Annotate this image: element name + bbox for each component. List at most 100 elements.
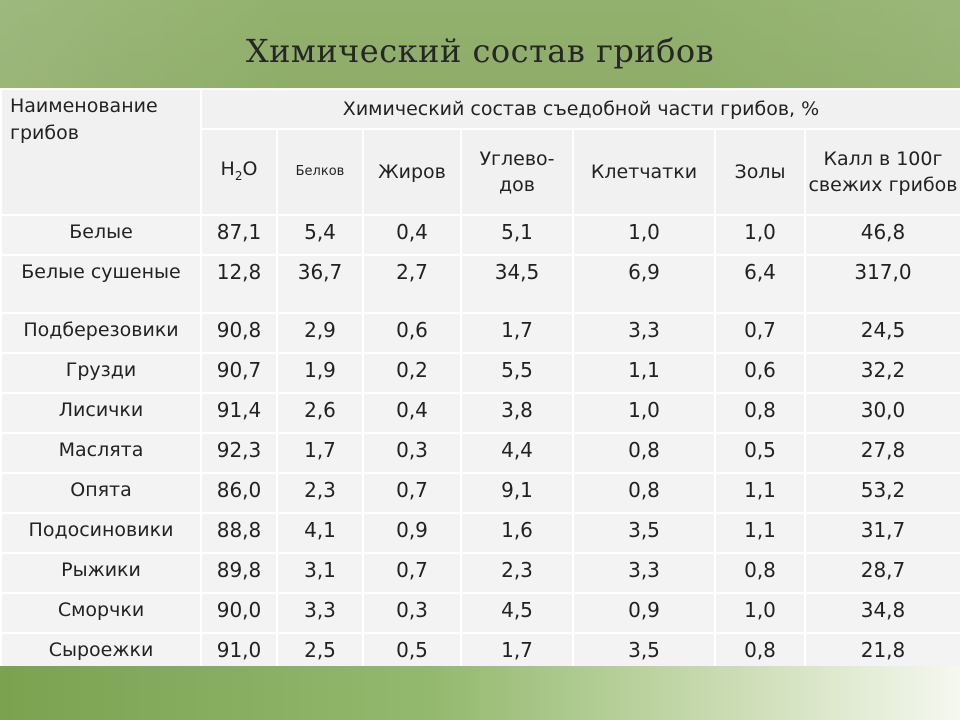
footer-bar [0,666,960,720]
row-name: Маслята [0,432,202,474]
composition-table-container: Наименование грибов Химический состав съ… [0,88,960,674]
row-name: Рыжики [0,552,202,594]
cell-ash: 0,5 [714,432,806,474]
cell-protein: 2,6 [276,392,364,434]
cell-protein: 1,7 [276,432,364,474]
header-protein: Белков [276,128,364,216]
cell-water: 90,0 [200,592,278,634]
table-row: Грузди 90,7 1,9 0,2 5,5 1,1 0,6 32,2 [0,352,960,394]
cell-water: 90,8 [200,312,278,354]
cell-fat: 0,7 [362,472,462,514]
cell-carbs: 5,5 [460,352,574,394]
cell-calories: 46,8 [804,214,960,256]
header-name: Наименование грибов [0,88,202,216]
header-water: H2O [200,128,278,216]
header-group: Химический состав съедобной части грибов… [200,88,960,130]
table-row: Белые сушеные 12,8 36,7 2,7 34,5 6,9 6,4… [0,254,960,314]
cell-fiber: 0,8 [572,472,716,514]
water-symbol-sub: 2 [234,168,243,183]
cell-calories: 317,0 [804,254,960,314]
cell-fat: 0,4 [362,392,462,434]
cell-carbs: 4,4 [460,432,574,474]
cell-fiber: 1,0 [572,392,716,434]
cell-fat: 0,2 [362,352,462,394]
table-row: Рыжики 89,8 3,1 0,7 2,3 3,3 0,8 28,7 [0,552,960,594]
cell-water: 12,8 [200,254,278,314]
table-row: Маслята 92,3 1,7 0,3 4,4 0,8 0,5 27,8 [0,432,960,474]
cell-fat: 0,7 [362,552,462,594]
cell-ash: 1,1 [714,472,806,514]
table-row: Сморчки 90,0 3,3 0,3 4,5 0,9 1,0 34,8 [0,592,960,634]
cell-carbs: 4,5 [460,592,574,634]
row-name: Грузди [0,352,202,394]
cell-protein: 2,9 [276,312,364,354]
cell-water: 89,8 [200,552,278,594]
cell-calories: 24,5 [804,312,960,354]
cell-calories: 32,2 [804,352,960,394]
cell-fat: 2,7 [362,254,462,314]
cell-ash: 1,0 [714,214,806,256]
cell-carbs: 5,1 [460,214,574,256]
water-symbol-o: O [242,157,258,180]
cell-protein: 36,7 [276,254,364,314]
cell-ash: 0,6 [714,352,806,394]
cell-fiber: 1,1 [572,352,716,394]
title-bar [0,0,960,88]
cell-fiber: 0,8 [572,432,716,474]
cell-fat: 0,3 [362,432,462,474]
cell-carbs: 1,6 [460,512,574,554]
water-symbol-h: H [220,157,235,180]
table-row: Опята 86,0 2,3 0,7 9,1 0,8 1,1 53,2 [0,472,960,514]
header-fiber: Клетчатки [572,128,716,216]
header-row-columns: H2O Белков Жиров Углево-дов Клетчатки Зо… [1,128,960,216]
cell-fiber: 6,9 [572,254,716,314]
row-name: Белые сушеные [0,254,202,314]
cell-ash: 0,8 [714,392,806,434]
cell-calories: 53,2 [804,472,960,514]
cell-carbs: 3,8 [460,392,574,434]
header-row-top: Наименование грибов Химический состав съ… [0,88,960,216]
cell-carbs: 34,5 [460,254,574,314]
header-carbs: Углево-дов [460,128,574,216]
slide-title: Химический состав грибов [245,32,715,70]
cell-protein: 3,3 [276,592,364,634]
cell-protein: 1,9 [276,352,364,394]
table-row: Белые 87,1 5,4 0,4 5,1 1,0 1,0 46,8 [0,214,960,256]
header-ash: Золы [714,128,806,216]
cell-water: 90,7 [200,352,278,394]
row-name: Подосиновики [0,512,202,554]
cell-fiber: 0,9 [572,592,716,634]
table-row: Лисички 91,4 2,6 0,4 3,8 1,0 0,8 30,0 [0,392,960,434]
row-name: Сморчки [0,592,202,634]
cell-water: 92,3 [200,432,278,474]
cell-protein: 4,1 [276,512,364,554]
cell-water: 91,4 [200,392,278,434]
table-row: Подосиновики 88,8 4,1 0,9 1,6 3,5 1,1 31… [0,512,960,554]
cell-ash: 6,4 [714,254,806,314]
cell-fiber: 3,5 [572,512,716,554]
cell-calories: 31,7 [804,512,960,554]
cell-ash: 0,8 [714,552,806,594]
header-fat: Жиров [362,128,462,216]
row-name: Белые [0,214,202,256]
title-bar-gloss [0,0,960,88]
cell-fiber: 3,3 [572,552,716,594]
cell-fat: 0,3 [362,592,462,634]
cell-ash: 1,0 [714,592,806,634]
cell-carbs: 9,1 [460,472,574,514]
cell-water: 88,8 [200,512,278,554]
cell-calories: 27,8 [804,432,960,474]
cell-calories: 34,8 [804,592,960,634]
table-row: Подберезовики 90,8 2,9 0,6 1,7 3,3 0,7 2… [0,312,960,354]
cell-carbs: 2,3 [460,552,574,594]
cell-fat: 0,6 [362,312,462,354]
cell-protein: 5,4 [276,214,364,256]
cell-calories: 30,0 [804,392,960,434]
cell-protein: 2,3 [276,472,364,514]
cell-protein: 3,1 [276,552,364,594]
header-calories: Калл в 100г свежих грибов [804,128,960,216]
cell-water: 86,0 [200,472,278,514]
row-name: Подберезовики [0,312,202,354]
cell-ash: 0,7 [714,312,806,354]
composition-table: Наименование грибов Химический состав съ… [0,88,960,674]
